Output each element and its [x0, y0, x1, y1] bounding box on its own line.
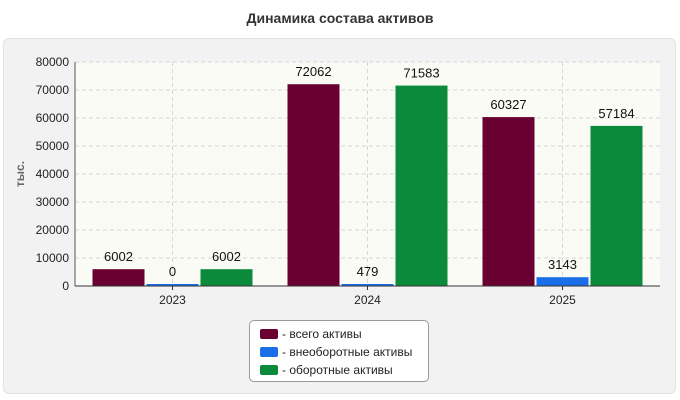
bar-2023-3: [200, 269, 253, 286]
legend-label-current: - оборотные активы: [282, 363, 393, 377]
x-tick-label: 2025: [549, 293, 576, 307]
data-label: 3143: [548, 257, 577, 272]
y-axis: 0 10000 20000 30000 40000 50000 60000 70000 8000…: [36, 55, 76, 293]
bar-2025-3: [590, 125, 643, 287]
legend-swatch-total: [260, 329, 278, 339]
legend-swatch-noncurrent: [260, 347, 278, 357]
chart-title: Динамика состава активов: [246, 10, 434, 26]
data-label: 71583: [403, 66, 439, 81]
y-tick-label: 40000: [36, 167, 70, 181]
y-tick-label: 80000: [36, 55, 70, 69]
y-tick-label: 10000: [36, 251, 70, 265]
bar-2024-1: [287, 84, 340, 286]
y-axis-label: тыс.: [13, 161, 27, 187]
bar-2025-2: [536, 277, 589, 286]
x-axis: 2023 2024 2025: [75, 285, 660, 307]
legend-label-total: - всего активы: [282, 327, 362, 341]
legend-item-total: - всего активы: [260, 325, 428, 343]
legend-label-noncurrent: - внеоборотные активы: [282, 345, 413, 359]
y-tick-label: 70000: [36, 83, 70, 97]
data-label: 60327: [490, 97, 526, 112]
x-tick-label: 2024: [354, 293, 381, 307]
data-label: 0: [169, 264, 176, 279]
chart-legend: - всего активы - внеоборотные активы - о…: [249, 320, 429, 382]
data-label: 57184: [598, 106, 634, 121]
y-tick-label: 50000: [36, 139, 70, 153]
legend-swatch-current: [260, 365, 278, 375]
bar-2024-3: [395, 85, 448, 286]
data-label: 6002: [104, 249, 133, 264]
legend-item-current: - оборотные активы: [260, 361, 428, 379]
bar-2024-2: [341, 284, 394, 286]
bars: 6002 0 6002 72062 479 71583 60327 3143 57184: [92, 64, 643, 287]
data-label: 6002: [212, 249, 241, 264]
grid-lines: [75, 61, 660, 286]
data-label: 72062: [295, 64, 331, 79]
bar-2023-2: [146, 284, 199, 286]
y-tick-label: 30000: [36, 195, 70, 209]
y-tick-label: 0: [62, 279, 69, 293]
y-tick-label: 60000: [36, 111, 70, 125]
bar-2025-1: [482, 117, 535, 286]
legend-item-noncurrent: - внеоборотные активы: [260, 343, 428, 361]
x-tick-label: 2023: [159, 293, 186, 307]
bar-2023-1: [92, 269, 145, 286]
data-label: 479: [357, 264, 379, 279]
y-tick-label: 20000: [36, 223, 70, 237]
